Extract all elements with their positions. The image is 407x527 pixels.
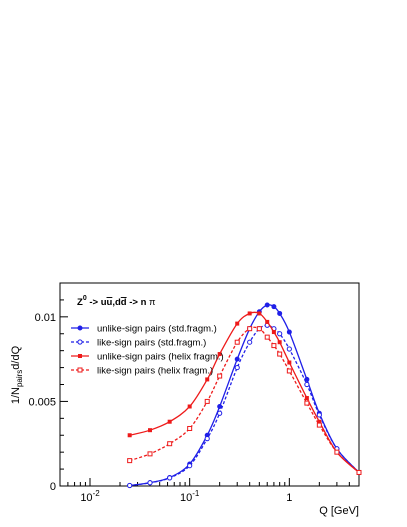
data-point (304, 381, 310, 388)
data-point (247, 339, 253, 345)
data-point (316, 422, 322, 428)
data-point (271, 330, 276, 335)
data-point (271, 304, 277, 310)
y-tick-label: 0.005 (28, 396, 56, 408)
data-point (187, 404, 192, 409)
data-point (277, 310, 283, 316)
data-point (127, 458, 133, 464)
data-point (217, 410, 223, 416)
data-point (286, 368, 292, 374)
x-axis: 10-2 10-1 1 (59, 478, 360, 504)
data-point (304, 396, 309, 401)
legend-label: like-sign pairs (std.fragm.) (97, 338, 206, 349)
data-point (264, 334, 270, 340)
data-point (316, 412, 322, 418)
legend-item: like-sign pairs (helix fragm.) (71, 366, 213, 377)
data-point (234, 339, 240, 345)
y-tick-label: 0 (50, 481, 56, 493)
process-label: Z0 -> uu,dd -> n π (77, 295, 156, 308)
legend-item: like-sign pairs (std.fragm.) (71, 338, 206, 349)
data-point (277, 331, 283, 337)
legend-marker (77, 339, 83, 345)
data-point (127, 482, 133, 489)
plot-frame (59, 282, 360, 487)
data-point (287, 360, 292, 365)
x-tick-label: 1 (286, 492, 292, 504)
data-point (147, 451, 153, 457)
data-point (304, 400, 310, 406)
data-point (127, 433, 132, 438)
data-point (204, 436, 210, 442)
data-point (247, 311, 252, 316)
data-point (286, 329, 292, 335)
data-point (147, 480, 153, 486)
legend-label: unlike-sign pairs (std.fragm.) (97, 324, 217, 335)
legend-item: unlike-sign pairs (std.fragm.) (71, 324, 217, 335)
series-line (129, 311, 360, 473)
data-point (265, 319, 270, 324)
data-point (148, 428, 153, 433)
data-point (187, 425, 193, 431)
data-point (277, 351, 283, 357)
data-point (217, 373, 223, 379)
x-tick-label: 10-1 (180, 489, 200, 504)
y-tick-label: 0.01 (35, 312, 56, 324)
x-tick-label: 10-2 (80, 489, 100, 504)
series-line (129, 326, 360, 473)
data-point (257, 311, 262, 316)
data-point (334, 449, 340, 455)
data-point (167, 441, 173, 447)
data-point (204, 398, 210, 404)
y-axis: 0 0.005 0.01 (28, 282, 68, 493)
legend-label: unlike-sign pairs (helix fragm.) (97, 352, 224, 363)
data-point (264, 302, 270, 308)
data-point (217, 352, 222, 357)
legend-marker (77, 367, 83, 373)
data-point (205, 377, 210, 382)
legend: unlike-sign pairs (std.fragm.) like-sign … (71, 324, 224, 377)
legend-marker (78, 354, 82, 358)
series-line (129, 324, 360, 487)
data-point (286, 346, 292, 352)
data-point (356, 469, 362, 475)
data-point (247, 326, 253, 332)
series-4 (127, 326, 362, 475)
data-point (167, 419, 172, 424)
x-axis-title: Q [GeV] (319, 505, 359, 517)
legend-marker (77, 325, 83, 331)
legend-item: unlike-sign pairs (helix fragm.) (71, 352, 224, 363)
data-point (167, 475, 173, 481)
data-point (235, 321, 240, 326)
y-axis-title: 1/Npairsd/dQ (10, 345, 24, 404)
data-point (234, 364, 240, 371)
data-point (234, 356, 240, 362)
data-series (127, 302, 362, 489)
series-3 (127, 311, 361, 475)
data-point (317, 419, 322, 424)
data-point (256, 326, 262, 332)
legend-label: like-sign pairs (helix fragm.) (97, 366, 213, 377)
data-point (271, 343, 277, 349)
data-point (277, 340, 282, 345)
data-point (187, 463, 193, 469)
